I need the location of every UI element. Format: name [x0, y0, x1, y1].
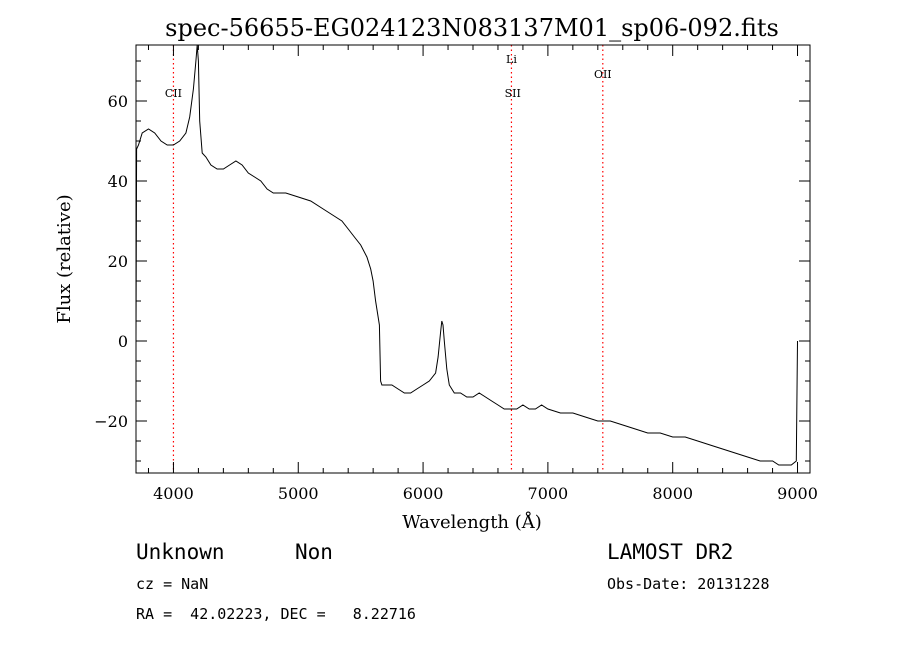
y-axis-label: Flux (relative)	[54, 194, 75, 323]
line-label-li: Li	[506, 53, 517, 66]
x-tick-label: 4000	[153, 484, 194, 503]
y-tick-label: 20	[108, 252, 128, 271]
y-tick-label: 60	[108, 92, 128, 111]
classification-label: Unknown	[136, 540, 225, 564]
x-axis-label: Wavelength (Å)	[402, 511, 542, 533]
chart-title: spec-56655-EG024123N083137M01_sp06-092.f…	[165, 14, 779, 42]
subclass-label: Non	[295, 540, 333, 564]
coordinates-label: RA = 42.02223, DEC = 8.22716	[136, 605, 416, 623]
x-tick-label: 6000	[403, 484, 444, 503]
y-axis-ticks: −20 0 20 40 60	[94, 60, 810, 462]
obs-date-label: Obs-Date: 20131228	[607, 575, 770, 593]
x-axis-ticks: 4000 5000 6000 7000 8000 9000	[147, 45, 818, 503]
y-tick-label: 0	[118, 332, 128, 351]
survey-label: LAMOST DR2	[607, 540, 734, 564]
x-tick-label: 5000	[278, 484, 319, 503]
x-tick-label: 7000	[528, 484, 569, 503]
redshift-label: cz = NaN	[136, 575, 209, 593]
y-tick-label: −20	[94, 412, 128, 431]
spectrum-line	[135, 44, 798, 466]
line-label-oii: OII	[594, 68, 612, 81]
spectral-line-markers: CII Li SII OII	[165, 45, 612, 473]
plot-frame	[135, 44, 811, 474]
x-tick-label: 9000	[777, 484, 818, 503]
x-tick-label: 8000	[652, 484, 693, 503]
line-label-sii: SII	[505, 87, 521, 100]
line-label-cii: CII	[165, 87, 182, 100]
spectrum-chart: spec-56655-EG024123N083137M01_sp06-092.f…	[54, 14, 818, 533]
y-tick-label: 40	[108, 172, 128, 191]
